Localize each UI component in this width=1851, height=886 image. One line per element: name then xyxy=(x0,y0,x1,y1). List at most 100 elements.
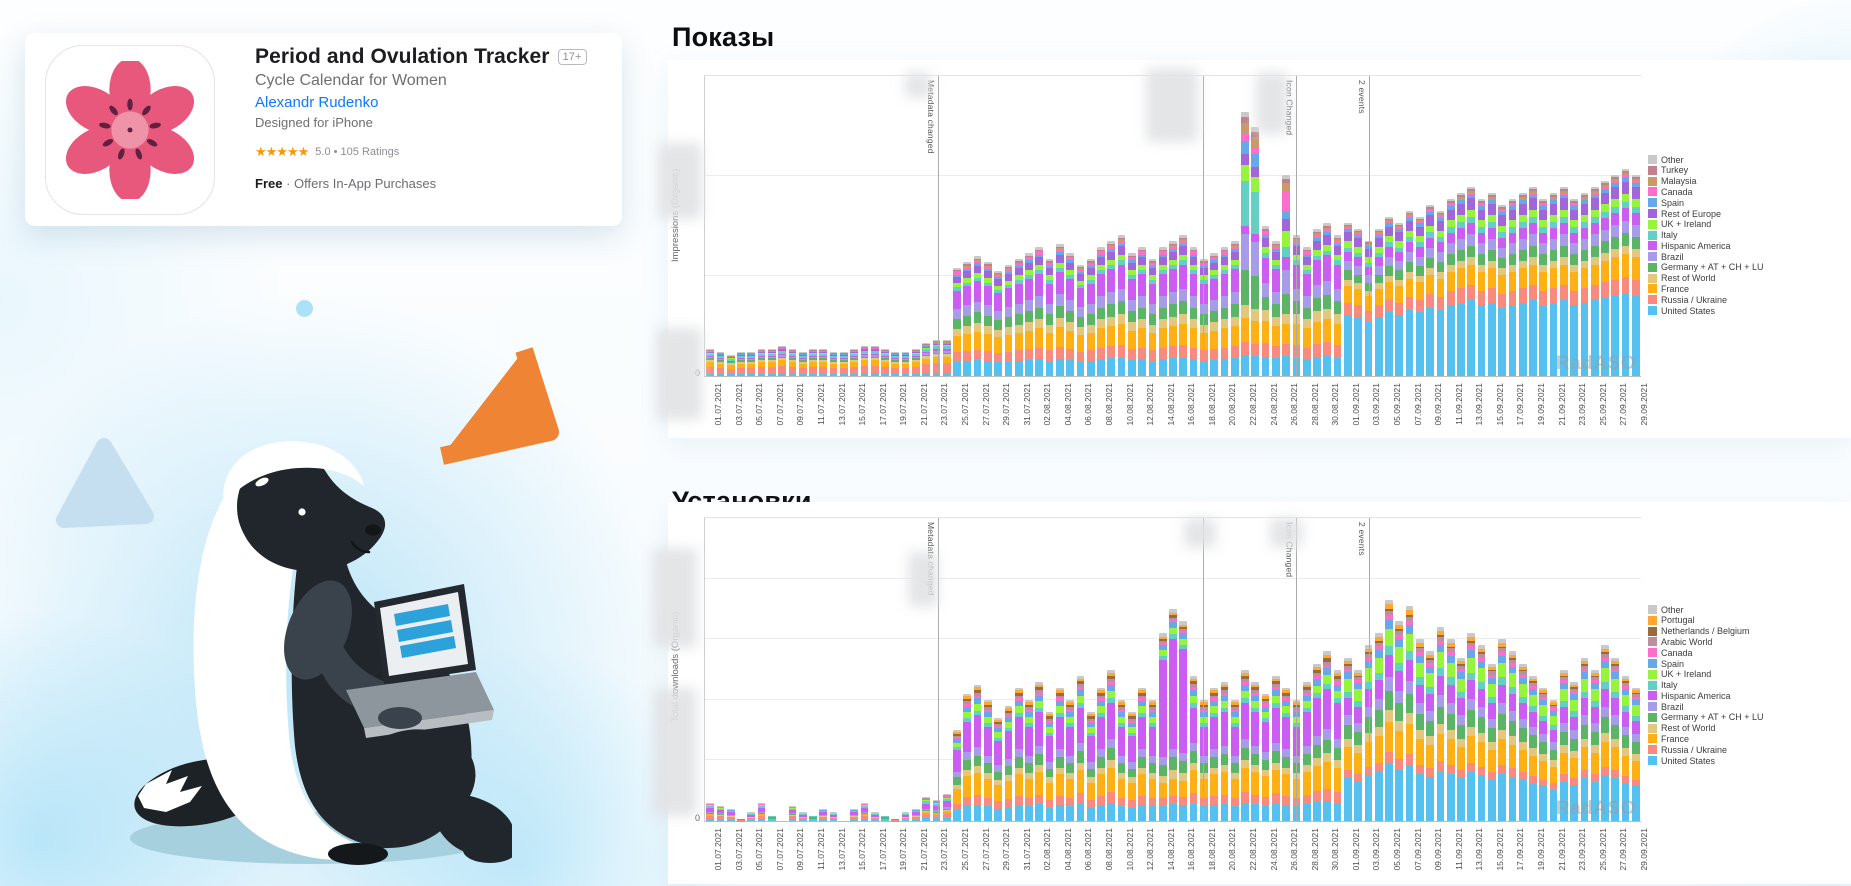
legend-item[interactable]: Rest of World xyxy=(1648,273,1763,283)
bar[interactable] xyxy=(1107,241,1116,376)
bar[interactable] xyxy=(1199,259,1208,376)
bar[interactable] xyxy=(1251,681,1260,821)
bar[interactable] xyxy=(1055,687,1064,821)
legend-item[interactable]: Canada xyxy=(1648,187,1763,197)
bar[interactable] xyxy=(850,349,859,376)
bar[interactable] xyxy=(798,352,807,376)
bar[interactable] xyxy=(1086,712,1095,821)
bar[interactable] xyxy=(1076,675,1085,821)
bar[interactable] xyxy=(1559,669,1568,821)
bar[interactable] xyxy=(1241,669,1249,821)
bar[interactable] xyxy=(1385,599,1393,821)
bar[interactable] xyxy=(716,806,725,821)
bar[interactable] xyxy=(1477,645,1486,821)
bar[interactable] xyxy=(1055,244,1064,376)
bar[interactable] xyxy=(1117,699,1126,821)
bar[interactable] xyxy=(1487,663,1496,821)
bar[interactable] xyxy=(1487,193,1496,376)
bar[interactable] xyxy=(1446,639,1455,821)
bar[interactable] xyxy=(1199,699,1208,821)
bar[interactable] xyxy=(1117,235,1126,376)
bar[interactable] xyxy=(1364,645,1373,821)
bar[interactable] xyxy=(1539,199,1548,376)
bar[interactable] xyxy=(1148,699,1157,821)
legend-item[interactable]: Other xyxy=(1648,605,1763,615)
bar[interactable] xyxy=(1251,127,1260,376)
bar[interactable] xyxy=(1179,621,1188,821)
legend-item[interactable]: France xyxy=(1648,734,1763,744)
bar[interactable] xyxy=(860,803,869,821)
legend-item[interactable]: Hispanic America xyxy=(1648,241,1763,251)
bar[interactable] xyxy=(901,352,910,376)
bar[interactable] xyxy=(1261,226,1270,376)
bar[interactable] xyxy=(1169,609,1177,821)
legend-item[interactable]: Russia / Ukraine xyxy=(1648,745,1763,755)
bar[interactable] xyxy=(1590,669,1599,821)
bar[interactable] xyxy=(1415,639,1424,821)
bar[interactable] xyxy=(1426,651,1435,821)
bar[interactable] xyxy=(1631,175,1640,376)
legend-item[interactable]: Italy xyxy=(1648,680,1763,690)
bar[interactable] xyxy=(829,352,838,376)
bar[interactable] xyxy=(1611,657,1620,821)
bar[interactable] xyxy=(1025,699,1033,821)
bar[interactable] xyxy=(1374,229,1383,376)
bar[interactable] xyxy=(1004,265,1013,376)
bar[interactable] xyxy=(953,730,961,821)
legend-item[interactable]: Other xyxy=(1648,155,1763,165)
bar[interactable] xyxy=(1467,187,1476,376)
bar[interactable] xyxy=(1508,651,1517,821)
bar[interactable] xyxy=(1045,712,1054,821)
bar[interactable] xyxy=(1282,687,1291,821)
bar[interactable] xyxy=(932,340,941,376)
bar[interactable] xyxy=(1127,712,1136,821)
bar[interactable] xyxy=(1570,199,1579,376)
bar[interactable] xyxy=(1405,211,1414,376)
bar[interactable] xyxy=(891,819,900,821)
bar[interactable] xyxy=(1549,193,1558,376)
bar[interactable] xyxy=(1570,681,1579,821)
bar[interactable] xyxy=(963,262,972,376)
legend-item[interactable]: Turkey xyxy=(1648,165,1763,175)
bar[interactable] xyxy=(706,803,715,821)
bar[interactable] xyxy=(1323,223,1332,376)
bar[interactable] xyxy=(1210,687,1219,821)
legend-item[interactable]: Netherlands / Belgium xyxy=(1648,626,1763,636)
bar[interactable] xyxy=(1343,223,1352,376)
bar[interactable] xyxy=(737,352,745,376)
bar[interactable] xyxy=(1138,247,1147,376)
bar[interactable] xyxy=(1580,193,1589,376)
bar[interactable] xyxy=(942,793,951,821)
legend-item[interactable]: Arabic World xyxy=(1648,637,1763,647)
bar[interactable] xyxy=(1518,663,1527,821)
bar[interactable] xyxy=(1601,181,1609,376)
legend-item[interactable]: Canada xyxy=(1648,648,1763,658)
legend-item[interactable]: Spain xyxy=(1648,659,1763,669)
bar[interactable] xyxy=(1035,247,1044,376)
legend-item[interactable]: Germany + AT + CH + LU xyxy=(1648,712,1763,722)
bar[interactable] xyxy=(881,349,889,376)
bar[interactable] xyxy=(819,809,828,821)
legend-item[interactable]: France xyxy=(1648,284,1763,294)
bar[interactable] xyxy=(911,349,920,376)
developer-link[interactable]: Alexandr Rudenko xyxy=(255,94,379,111)
bar[interactable] xyxy=(1097,687,1105,821)
bar[interactable] xyxy=(1086,259,1095,376)
bar[interactable] xyxy=(860,346,869,376)
bar[interactable] xyxy=(1395,621,1404,821)
legend-item[interactable]: UK + Ireland xyxy=(1648,669,1763,679)
bar[interactable] xyxy=(983,699,992,821)
bar[interactable] xyxy=(767,349,776,376)
bar[interactable] xyxy=(1477,199,1486,376)
bar[interactable] xyxy=(1354,669,1363,821)
bar[interactable] xyxy=(1549,699,1558,821)
bar[interactable] xyxy=(1539,687,1548,821)
bar[interactable] xyxy=(1220,247,1229,376)
bar[interactable] xyxy=(1014,687,1023,821)
bar[interactable] xyxy=(922,343,931,376)
bar[interactable] xyxy=(1189,247,1198,376)
bar[interactable] xyxy=(891,352,900,376)
bar[interactable] xyxy=(747,352,756,376)
bar[interactable] xyxy=(829,812,838,821)
bar[interactable] xyxy=(973,684,982,821)
